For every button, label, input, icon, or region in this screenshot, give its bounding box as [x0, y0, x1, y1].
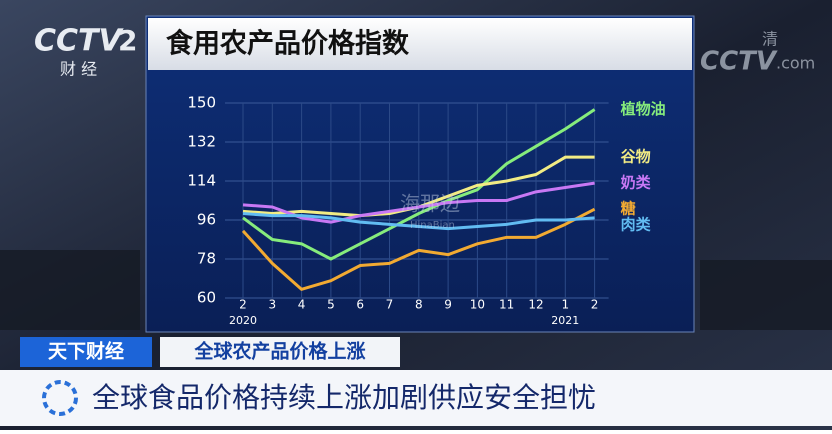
x-tick-label: 10 [470, 298, 485, 312]
studio-desk [700, 260, 832, 330]
y-tick-label: 96 [197, 211, 216, 229]
legend-label: 奶类 [621, 174, 652, 192]
y-tick-label: 114 [187, 172, 216, 190]
x-tick-label: 4 [298, 298, 306, 312]
x-tick-label: 1 [561, 298, 569, 312]
corner-tag: 清 [762, 30, 778, 49]
y-tick-label: 78 [197, 250, 216, 268]
watermark: 海那边 [400, 192, 460, 216]
x-tick-label: 5 [327, 298, 335, 312]
series-line [241, 207, 596, 291]
x-tick-label: 2 [591, 298, 599, 312]
program-box [20, 337, 152, 367]
legend-label: 肉类 [621, 216, 652, 234]
channel-name: 财 经 [60, 60, 97, 79]
corner-suffix: .com [776, 54, 815, 73]
x-year-label: 2021 [551, 314, 579, 327]
x-tick-label: 6 [356, 298, 364, 312]
x-tick-label: 11 [499, 298, 514, 312]
legend-label: 糖 [621, 200, 636, 218]
topic: 全球农产品价格上涨 [193, 340, 365, 363]
x-tick-label: 8 [415, 298, 423, 312]
x-tick-label: 9 [444, 298, 452, 312]
legend-label: 谷物 [621, 148, 651, 166]
title-bar [148, 18, 692, 70]
y-tick-label: 132 [187, 133, 216, 151]
x-year-label: 2020 [229, 314, 257, 327]
watermark-sub: HinaBian [410, 220, 455, 231]
chart-title: 食用农产品价格指数 [166, 28, 410, 60]
channel-logo: CCTV [34, 24, 124, 59]
x-tick-label: 2 [239, 298, 247, 312]
legend-label: 植物油 [621, 100, 666, 118]
y-tick-label: 60 [197, 289, 216, 307]
series-line [242, 212, 595, 231]
program: 天下财经 [48, 340, 124, 363]
x-tick-label: 7 [386, 298, 394, 312]
headline-bar [0, 370, 832, 426]
studio-desk [0, 250, 140, 330]
x-tick-label: 12 [528, 298, 543, 312]
topic-box [160, 337, 400, 367]
x-tick-label: 3 [268, 298, 276, 312]
headline-icon [42, 380, 78, 416]
y-tick-label: 150 [187, 94, 216, 112]
series-line [242, 181, 595, 224]
series-line [242, 108, 596, 261]
channel-number: 2 [118, 24, 137, 57]
corner-logo: CCTV [700, 47, 778, 77]
headline: 全球食品价格持续上涨加剧供应安全担忧 [92, 381, 596, 414]
